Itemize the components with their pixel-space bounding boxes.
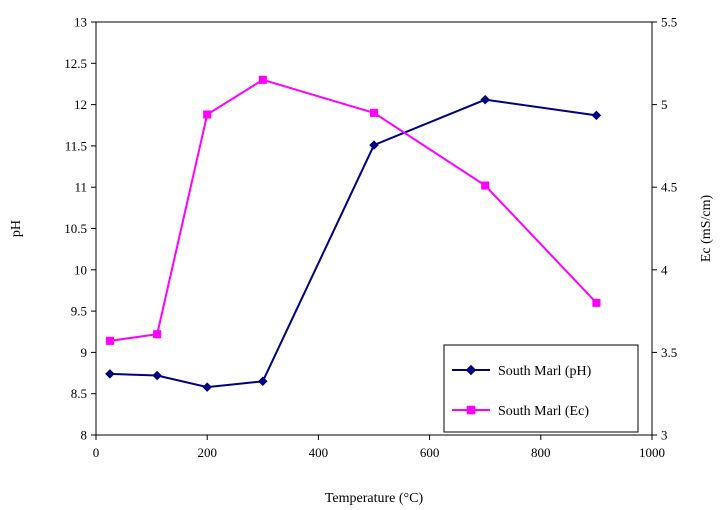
data-point-ec [105,336,114,345]
y2-tick-label: 4 [661,262,668,277]
y2-tick-label: 3 [661,428,668,443]
series-line-ec [109,78,598,342]
y-tick-label: 10 [74,262,87,277]
y-tick-label: 9 [81,345,88,360]
data-point-ec [203,110,212,119]
y-tick-label: 12.5 [64,56,87,71]
data-point-ph [105,369,115,379]
data-point-ph [591,110,602,121]
y-tick-label: 8 [81,428,88,443]
axes: 0 200 400 600 800 1000 8 8.5 9 9.5 10 10.5 11 11.5 12 1… [64,15,677,461]
legend-box [443,344,639,433]
y-axis-title: pH [9,220,24,237]
series-line-ph [109,98,597,389]
data-point-ec [258,75,267,84]
data-point-ph [202,382,213,392]
data-point-ph [369,140,379,150]
data-point-ph [257,376,268,387]
legend: South Marl (pH) South Marl (Ec) [443,344,639,433]
y-tick-label: 11 [74,180,87,195]
y2-tick-label: 5 [661,97,668,112]
x-tick-label: 0 [93,445,100,460]
data-point-ec [592,298,601,307]
y-tick-label: 8.5 [71,386,87,401]
data-point-ec [369,108,379,117]
y2-tick-label: 5.5 [661,15,677,30]
y2-tick-label: 4.5 [661,180,677,195]
y-tick-label: 12 [74,97,87,112]
x-tick-label: 200 [197,445,217,460]
y2-axis-title: Ec (mS/cm) [699,195,714,263]
x-tick-label: 400 [309,445,329,460]
y-tick-label: 13 [74,15,87,30]
y2-tick-label: 3.5 [661,345,677,360]
y-tick-label: 9.5 [71,304,87,319]
legend-marker-ec [466,405,476,415]
legend-marker-ph [465,364,477,376]
y-tick-label: 11.5 [65,138,87,153]
series-layer [105,75,602,392]
legend-label-ec: South Marl (Ec) [498,404,589,419]
data-point-ph [152,370,163,381]
x-tick-label: 600 [420,445,440,460]
y-tick-label: 10.5 [64,221,87,236]
x-tick-label: 1000 [639,445,665,460]
data-point-ph [480,94,491,105]
data-point-ec [153,330,162,339]
legend-label-ph: South Marl (pH) [498,364,592,379]
x-axis-title: Temperature (°C) [325,491,424,506]
data-point-ec [481,181,490,190]
x-tick-label: 800 [531,445,551,460]
